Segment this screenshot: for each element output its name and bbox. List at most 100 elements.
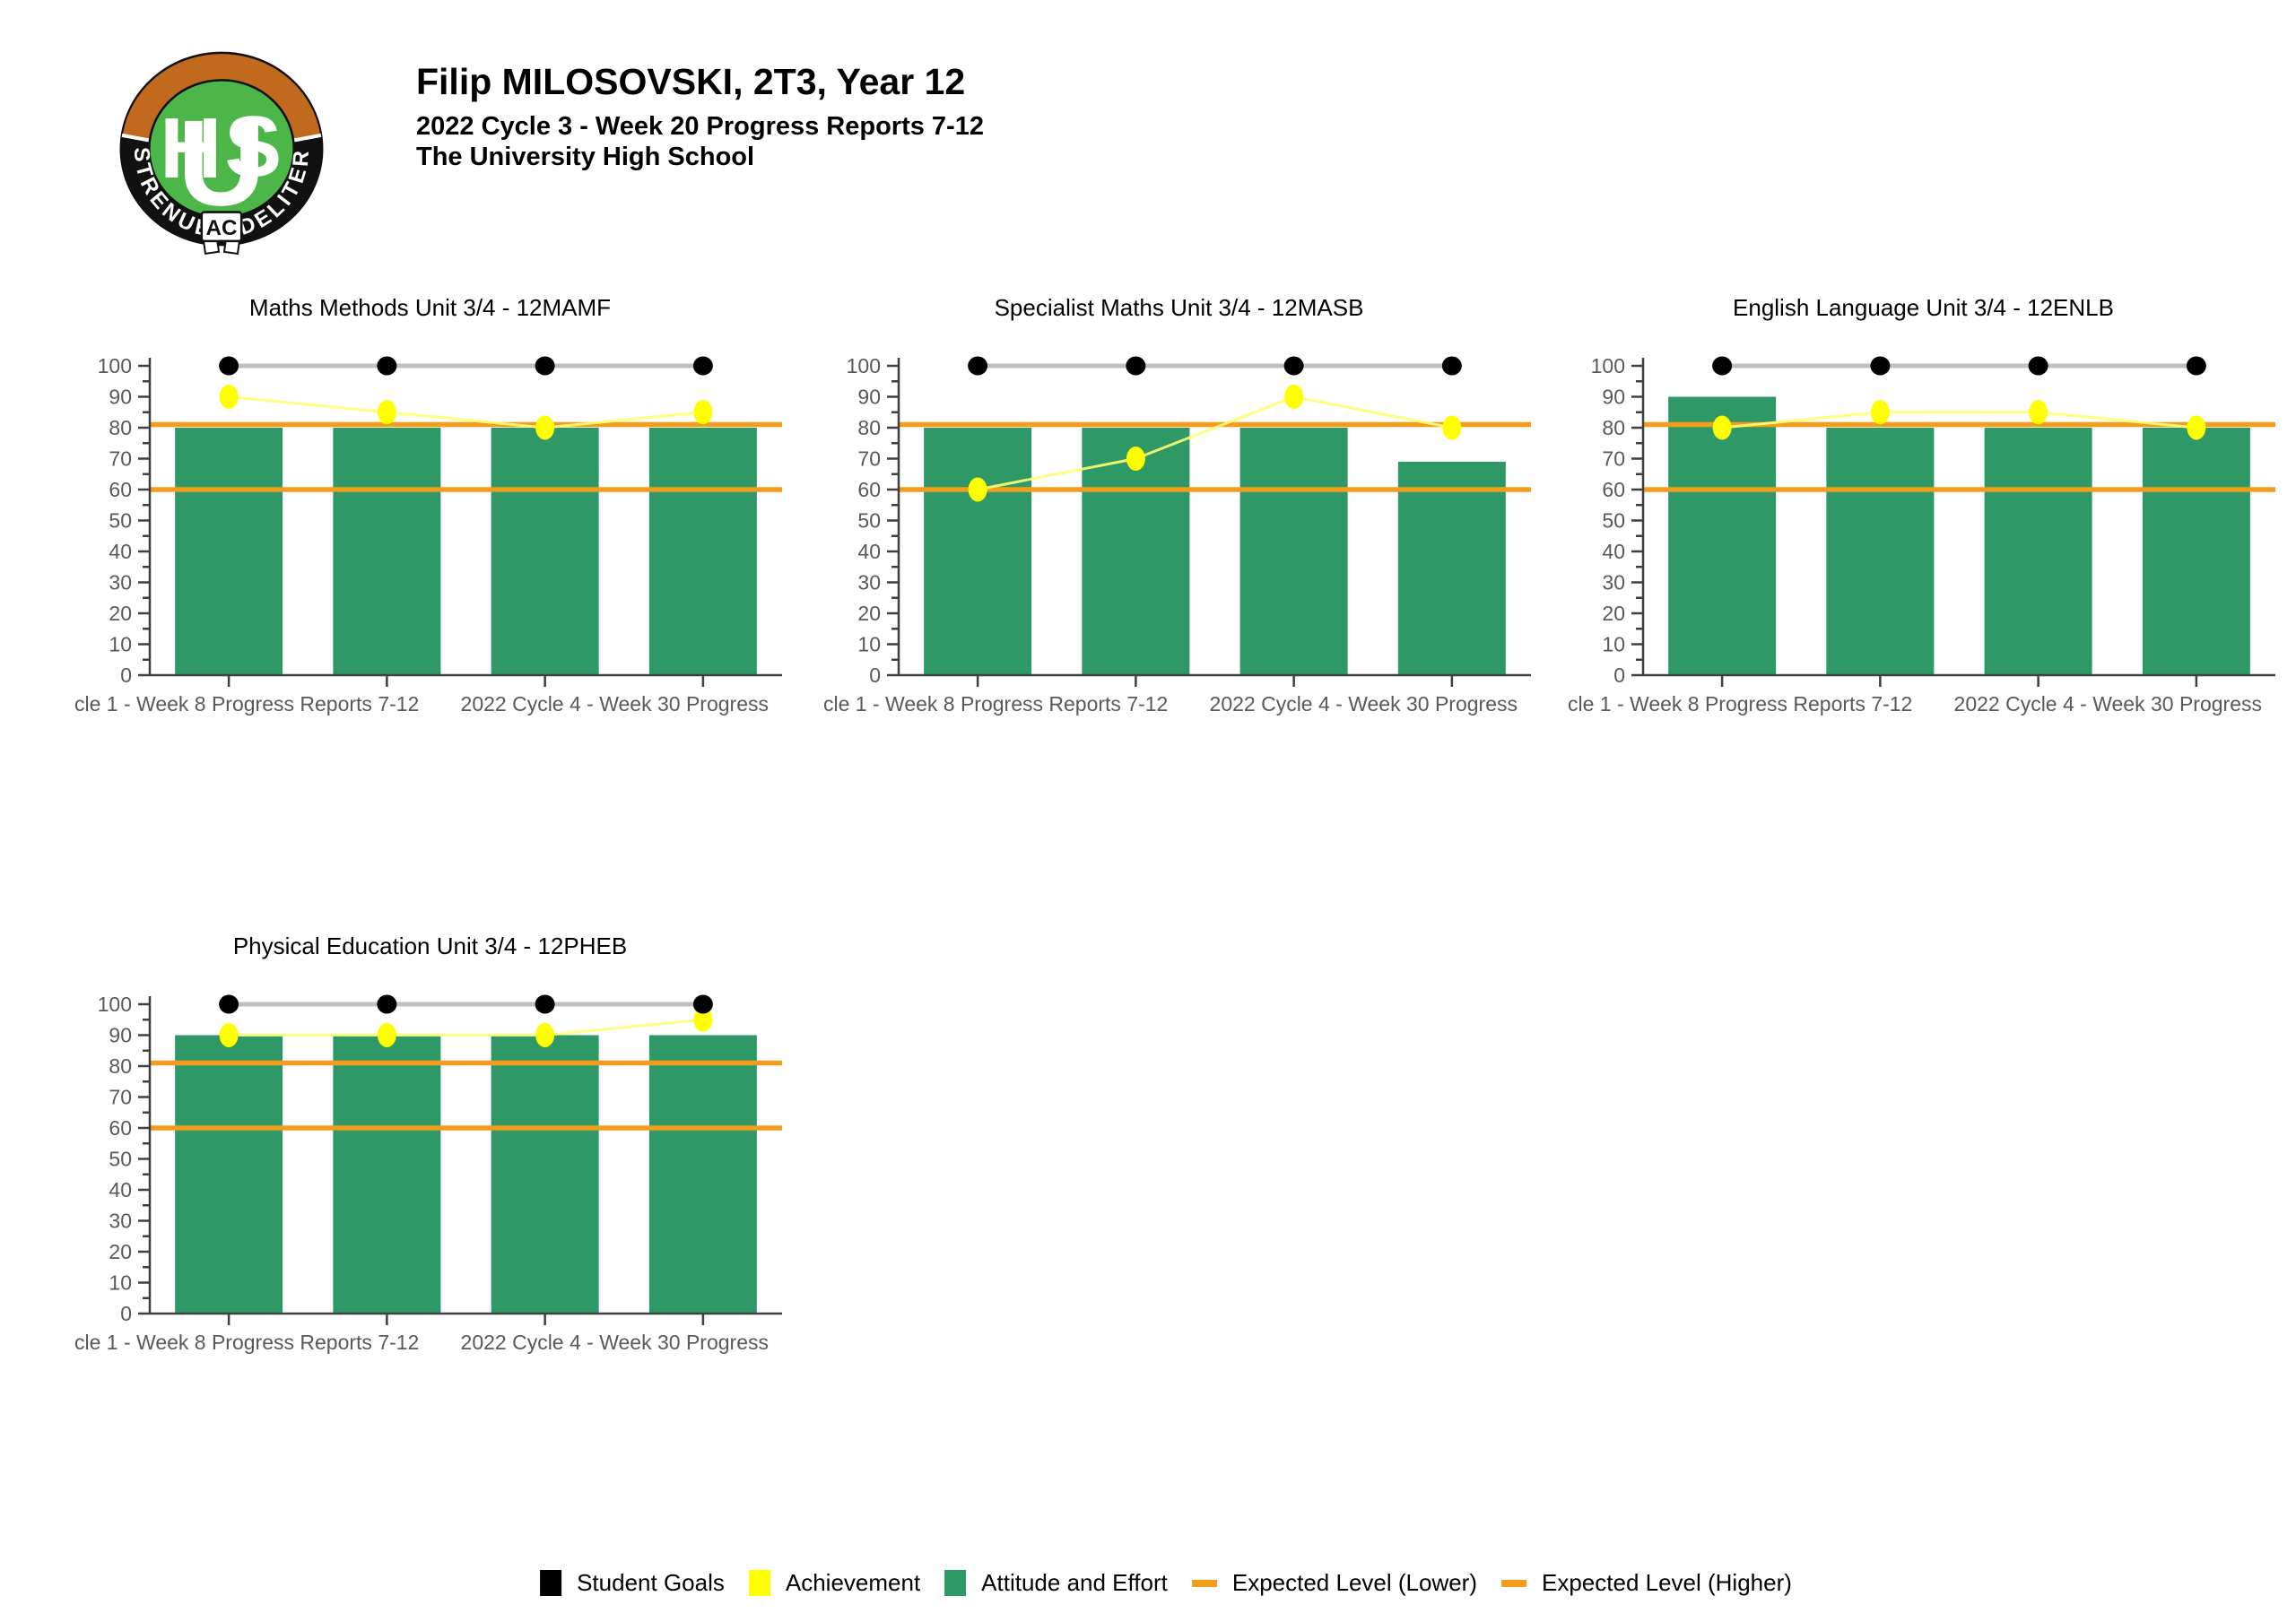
- attitude-effort-bar: [333, 1035, 441, 1314]
- student-goal-point: [535, 994, 555, 1014]
- y-tick-label: 50: [1602, 509, 1625, 533]
- crest-orange-band: [122, 54, 321, 141]
- legend-item-expected-higher: Expected Level (Higher): [1500, 1569, 1792, 1597]
- y-tick-label: 70: [1602, 447, 1625, 471]
- student-name-line: Filip MILOSOVSKI, 2T3, Year 12: [416, 61, 966, 102]
- y-tick-label: 20: [857, 602, 881, 625]
- chart-canvas: 0 10 20 30 40 50 60 70 80 90 100 cle 1 - Week 8 Pro…: [1568, 354, 2275, 716]
- attitude-effort-bar: [491, 428, 599, 675]
- achievement-point: [377, 400, 396, 425]
- student-goal-point: [535, 356, 555, 376]
- monogram-letter-u: U: [178, 95, 265, 231]
- chart-plot: 0 10 20 30 40 50 60 70 80 90 100 cle 1 - Week 8 Pro…: [822, 348, 1535, 735]
- chart-title: Physical Education Unit 3/4 - 12PHEB: [232, 932, 628, 959]
- student-goal-point: [219, 994, 239, 1014]
- y-tick-labels: 0 10 20 30 40 50 60 70 80 90 100: [98, 354, 132, 687]
- y-tick-label: 80: [109, 416, 132, 439]
- y-tick-label: 20: [109, 1240, 132, 1263]
- y-tick-label: 90: [1602, 386, 1625, 409]
- chart-maths-methods: Maths Methods Unit 3/4 - 12MAMF 0 10 20 30 4…: [74, 292, 787, 735]
- achievement-line: [1721, 411, 2197, 429]
- attitude-effort-bar: [648, 1035, 757, 1314]
- x-tick-label: 2022 Cycle 4 - Week 30 Progress: [461, 1331, 769, 1354]
- student-goal-point: [219, 356, 239, 376]
- attitude-effort-bar: [333, 428, 441, 675]
- y-tick-labels: 0 10 20 30 40 50 60 70 80 90 100: [1591, 354, 1625, 687]
- y-tick-label: 100: [847, 354, 881, 377]
- legend-label: Expected Level (Lower): [1231, 1569, 1477, 1596]
- attitude-effort-bar: [1397, 461, 1506, 675]
- x-tick-labels: cle 1 - Week 8 Progress Reports 7-12 2022…: [1568, 692, 2262, 716]
- axes: [1631, 358, 2275, 687]
- x-tick-label: cle 1 - Week 8 Progress Reports 7-12: [823, 692, 1168, 716]
- monogram-letter-h: H: [160, 100, 222, 196]
- attitude-effort-bar: [1668, 396, 1777, 675]
- attitude-effort-swatch-icon: [944, 1570, 967, 1596]
- y-tick-label: 70: [109, 447, 132, 471]
- chart-title: Specialist Maths Unit 3/4 - 12MASB: [994, 294, 1364, 321]
- y-tick-label: 100: [1591, 354, 1625, 377]
- motto-ac-box: [200, 211, 243, 243]
- x-tick-label: cle 1 - Week 8 Progress Reports 7-12: [74, 1331, 419, 1354]
- report-cycle-line: 2022 Cycle 3 - Week 20 Progress Reports …: [416, 112, 984, 141]
- chart-plot: 0 10 20 30 40 50 60 70 80 90 100 cle 1 - Week 8 Pro…: [1567, 348, 2280, 735]
- x-tick-labels: cle 1 - Week 8 Progress Reports 7-12 2022…: [823, 692, 1518, 716]
- y-tick-label: 60: [1602, 478, 1625, 501]
- axes: [887, 358, 1531, 687]
- student-goal-point: [2186, 356, 2206, 376]
- student-goal-point: [1283, 356, 1304, 376]
- achievement-swatch-icon: [748, 1570, 770, 1596]
- y-tick-label: 0: [120, 664, 132, 687]
- report-header: Filip MILOSOVSKI, 2T3, Year 12 2022 Cycl…: [416, 61, 984, 172]
- attitude-effort-bar: [175, 1035, 283, 1314]
- y-tick-label: 60: [109, 478, 132, 501]
- y-tick-label: 30: [109, 571, 132, 594]
- x-tick-label: 2022 Cycle 4 - Week 30 Progress: [1954, 692, 2262, 716]
- y-tick-label: 10: [857, 633, 881, 656]
- achievement-point: [377, 1023, 396, 1047]
- y-tick-label: 40: [1602, 540, 1625, 563]
- y-tick-label: 100: [98, 354, 132, 377]
- legend-label: Achievement: [785, 1569, 921, 1596]
- chart-canvas: 0 10 20 30 40 50 60 70 80 90 100 cle 1 - Week 8 Pro…: [74, 354, 782, 716]
- achievement-line: [228, 395, 704, 429]
- y-tick-label: 50: [109, 509, 132, 533]
- chart-title: English Language Unit 3/4 - 12ENLB: [1733, 294, 2114, 321]
- student-goal-point: [2028, 356, 2048, 376]
- achievement-point: [2029, 400, 2048, 425]
- chart-specialist-maths: Specialist Maths Unit 3/4 - 12MASB 0 10 20…: [822, 292, 1535, 735]
- attitude-effort-bars: [175, 428, 757, 675]
- expected-lower-dash-icon: [1191, 1579, 1217, 1587]
- y-tick-label: 40: [109, 1178, 132, 1201]
- y-tick-labels: 0 10 20 30 40 50 60 70 80 90 100: [98, 993, 132, 1325]
- attitude-effort-bar: [1239, 428, 1348, 675]
- y-tick-label: 100: [98, 993, 132, 1016]
- achievement-point: [219, 1023, 239, 1047]
- student-goal-point: [377, 356, 397, 376]
- chart-plot: 0 10 20 30 40 50 60 70 80 90 100 cle 1 - Week 8 Pro…: [74, 348, 787, 735]
- crest-band-divider-left: [121, 133, 152, 143]
- achievement-point: [1870, 400, 1890, 425]
- attitude-effort-bar: [491, 1035, 599, 1314]
- y-tick-label: 80: [1602, 416, 1625, 439]
- legend-label: Expected Level (Higher): [1541, 1569, 1792, 1596]
- attitude-effort-bar: [2142, 428, 2250, 675]
- chart-legend: Student Goals Achievement Attitude and E…: [540, 1569, 1792, 1597]
- school-logo: U H S STRENUE FIDELITER AC: [115, 48, 328, 255]
- y-tick-label: 50: [857, 509, 881, 533]
- achievement-line: [229, 1018, 704, 1037]
- student-goal-point: [1126, 356, 1146, 376]
- y-tick-label: 0: [120, 1302, 132, 1325]
- achievement-point: [535, 415, 555, 440]
- achievement-point: [1126, 447, 1145, 471]
- achievement-point: [1284, 385, 1304, 409]
- x-tick-labels: cle 1 - Week 8 Progress Reports 7-12 2022…: [74, 692, 769, 716]
- legend-item-expected-lower: Expected Level (Lower): [1191, 1569, 1477, 1597]
- axes: [138, 358, 782, 687]
- student-goal-point: [692, 356, 713, 376]
- x-tick-labels: cle 1 - Week 8 Progress Reports 7-12 2022…: [74, 1331, 769, 1354]
- y-tick-label: 10: [1602, 633, 1625, 656]
- y-tick-labels: 0 10 20 30 40 50 60 70 80 90 100: [847, 354, 881, 687]
- y-tick-label: 50: [109, 1148, 132, 1171]
